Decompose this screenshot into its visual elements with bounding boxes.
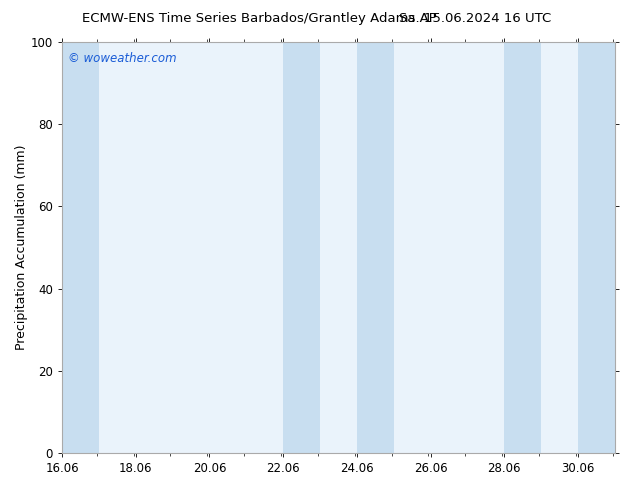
Bar [357,42,394,453]
Bar [504,42,541,453]
Bar [578,42,615,453]
Y-axis label: Precipitation Accumulation (mm): Precipitation Accumulation (mm) [15,145,28,350]
Text: ECMW-ENS Time Series Barbados/Grantley Adams AP: ECMW-ENS Time Series Barbados/Grantley A… [82,12,437,25]
Text: Sa. 15.06.2024 16 UTC: Sa. 15.06.2024 16 UTC [399,12,552,25]
Text: © woweather.com: © woweather.com [68,52,176,65]
Bar [62,42,99,453]
Bar [283,42,320,453]
